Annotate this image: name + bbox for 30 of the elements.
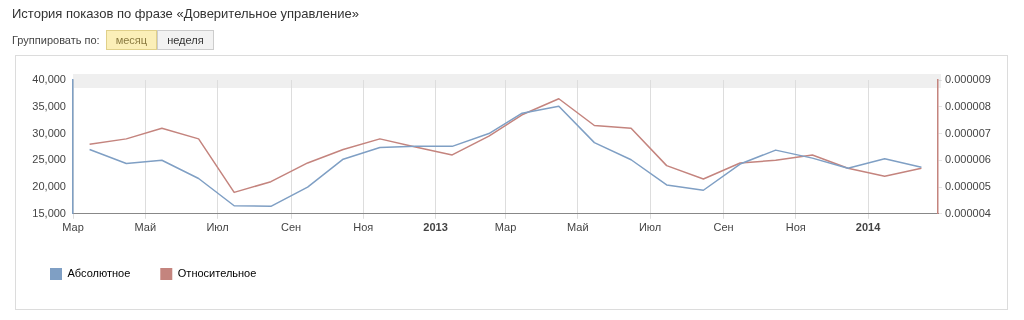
y-tick-label: 30,000 [32,126,66,139]
y2-tick-label: 0.000009 [945,73,991,86]
y2-tick-label: 0.000006 [945,153,991,166]
month-button: месяц [105,30,158,50]
x-tick-label: 2014 [855,221,882,234]
x-tick-label: Май [567,221,589,234]
y-tick-label: 40,000 [32,73,66,86]
x-tick-label: Ноя [785,221,806,234]
x-tick-label: 2013 [423,221,448,234]
week-button: неделя [157,30,214,50]
y2-tick-label: 0.000005 [945,180,991,193]
y2-tick-label: 0.000008 [945,99,991,112]
legend-label: Относительное [177,267,257,280]
x-tick-label: Мар [62,221,84,234]
x-tick-label: Июл [206,221,229,234]
y2-tick-label: 0.000004 [945,206,991,219]
y-tick-label: 35,000 [32,99,66,112]
x-tick-label: Май [134,221,157,234]
x-tick-label: Июл [638,221,662,234]
y-tick-label: 25,000 [32,153,66,166]
x-tick-label: Ноя [353,221,374,234]
x-tick-label: Мар [494,221,517,234]
y-tick-label: 20,000 [32,180,66,193]
x-tick-label: Сен [280,221,302,234]
x-tick-label: Сен [713,221,734,234]
y-tick-label: 15,000 [32,206,66,219]
text: Группировать по: [12,34,100,46]
y2-tick-label: 0.000007 [945,126,991,139]
legend-label: Абсолютное [67,267,131,280]
chart-title: История показов по фразе «Доверительное управление» [12,6,359,21]
